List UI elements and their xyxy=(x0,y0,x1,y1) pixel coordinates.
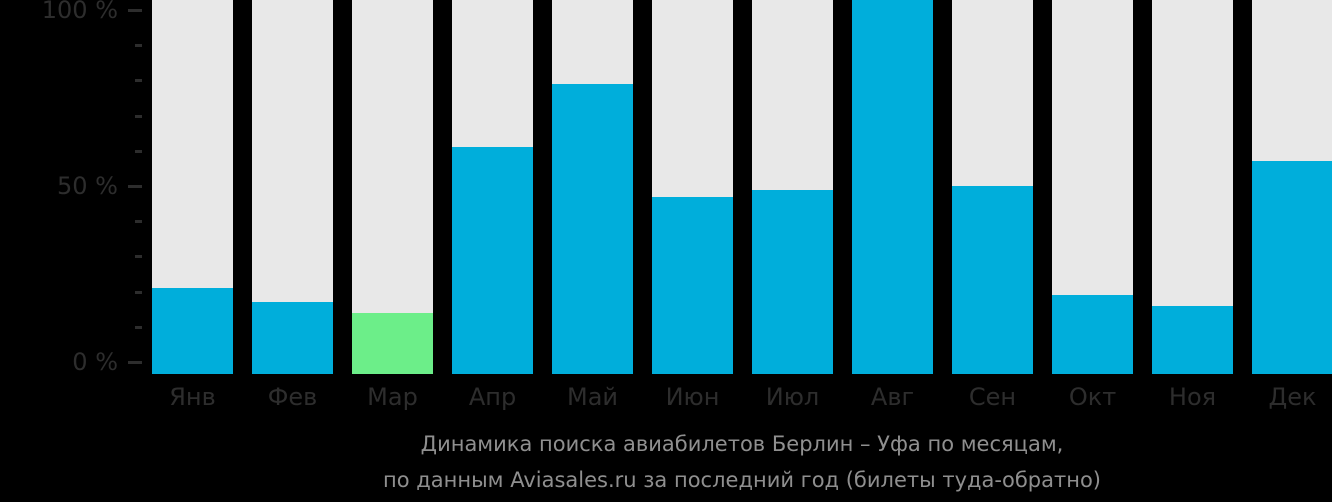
y-tick-label: 100 % xyxy=(41,0,118,24)
bar-track xyxy=(152,0,233,374)
bar-fill-Апр xyxy=(452,147,533,374)
search-dynamics-bar-chart: 100 % 50 % 0 % Янв Фев Мар Апр Май Июн Июл Авг Сен… xyxy=(41,0,1332,411)
y-major-tick-mark xyxy=(128,185,142,188)
chart-caption: Динамика поиска авиабилетов Берлин – Уфа… xyxy=(152,426,1332,498)
bar-track xyxy=(352,0,433,374)
bar-fill-Фев xyxy=(252,302,333,374)
x-tick-label: Апр xyxy=(468,383,517,411)
y-minor-tick-mark xyxy=(135,291,142,294)
bar-fill-Янв xyxy=(152,288,233,374)
x-tick-label: Май xyxy=(566,383,618,411)
bar-track xyxy=(952,0,1033,374)
bar-fill-Июн xyxy=(652,197,733,374)
bar-fill-Май xyxy=(552,84,633,374)
y-minor-tick-mark xyxy=(135,115,142,118)
y-minor-tick-mark xyxy=(135,326,142,329)
bar-fill-Сен xyxy=(952,186,1033,374)
y-major-tick-mark xyxy=(128,9,142,12)
bar-fill-Дек xyxy=(1252,161,1332,374)
bar-fill-Окт xyxy=(1052,295,1133,374)
bar-track xyxy=(852,0,933,374)
x-tick-label: Сен xyxy=(968,383,1017,411)
x-tick-label: Окт xyxy=(1068,383,1117,411)
bar-track xyxy=(552,0,633,374)
bar-track xyxy=(752,0,833,374)
bar-fill-Ноя xyxy=(1152,306,1233,374)
x-tick-label: Июн xyxy=(665,383,720,411)
y-minor-tick-mark xyxy=(135,150,142,153)
x-tick-label: Дек xyxy=(1268,383,1317,411)
bar-track xyxy=(1052,0,1133,374)
caption-line-2: по данным Aviasales.ru за последний год … xyxy=(383,468,1101,492)
y-tick-label: 0 % xyxy=(72,348,118,376)
x-tick-label: Янв xyxy=(169,383,216,411)
y-minor-tick-mark xyxy=(135,79,142,82)
x-tick-label: Ноя xyxy=(1168,383,1217,411)
y-minor-tick-mark xyxy=(135,220,142,223)
bar-fill-Июл xyxy=(752,190,833,374)
y-tick-label: 50 % xyxy=(57,172,118,200)
x-tick-label: Июл xyxy=(765,383,820,411)
bar-track xyxy=(652,0,733,374)
bar-track xyxy=(252,0,333,374)
x-tick-label: Фев xyxy=(267,383,318,411)
y-major-tick-mark xyxy=(128,361,142,364)
y-minor-tick-mark xyxy=(135,255,142,258)
bar-track xyxy=(452,0,533,374)
x-tick-label: Мар xyxy=(367,383,418,411)
bar-fill-Авг xyxy=(852,0,933,374)
bar-track xyxy=(1252,0,1332,374)
caption-line-1: Динамика поиска авиабилетов Берлин – Уфа… xyxy=(420,432,1064,456)
bar-fill-Мар xyxy=(352,313,433,374)
y-minor-tick-mark xyxy=(135,44,142,47)
bar-track xyxy=(1152,0,1233,374)
x-tick-label: Авг xyxy=(870,383,915,411)
